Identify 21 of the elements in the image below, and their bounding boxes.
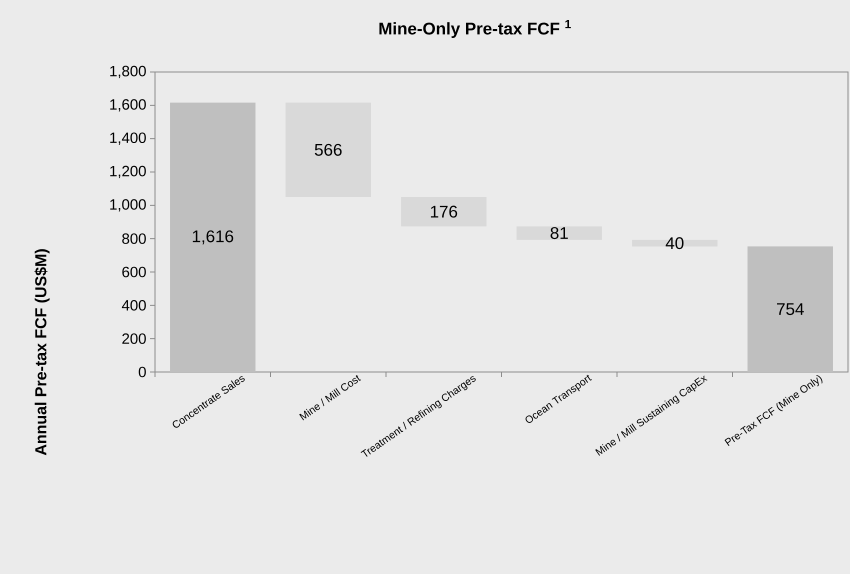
data-label: 1,616 <box>192 230 234 244</box>
data-label: 176 <box>430 206 458 218</box>
bar <box>748 246 833 372</box>
data-label: 40 <box>666 237 684 250</box>
x-tick-label: Mine / Mill Cost <box>299 375 362 420</box>
y-axis-title: Annual Pre-tax FCF (US$M) <box>34 249 50 456</box>
y-tick-label: 1,600 <box>110 99 146 112</box>
bar <box>170 102 256 372</box>
y-tick-label: 400 <box>122 300 146 311</box>
y-tick-label: 200 <box>122 333 146 344</box>
y-tick-label: 600 <box>122 266 146 278</box>
y-tick-label: 800 <box>122 233 146 244</box>
y-tick-label: 1,400 <box>110 132 146 145</box>
y-tick-label: 1,200 <box>110 166 146 178</box>
data-label: 754 <box>777 303 804 316</box>
data-label: 566 <box>314 144 342 156</box>
y-tick-label: 0 <box>138 366 146 378</box>
y-tick-label: 1,000 <box>110 199 146 212</box>
chart-title: Mine-Only Pre-tax FCF $^{1}$ <box>379 20 571 38</box>
y-tick-label: 1,800 <box>110 66 146 78</box>
data-label: 81 <box>550 227 568 240</box>
